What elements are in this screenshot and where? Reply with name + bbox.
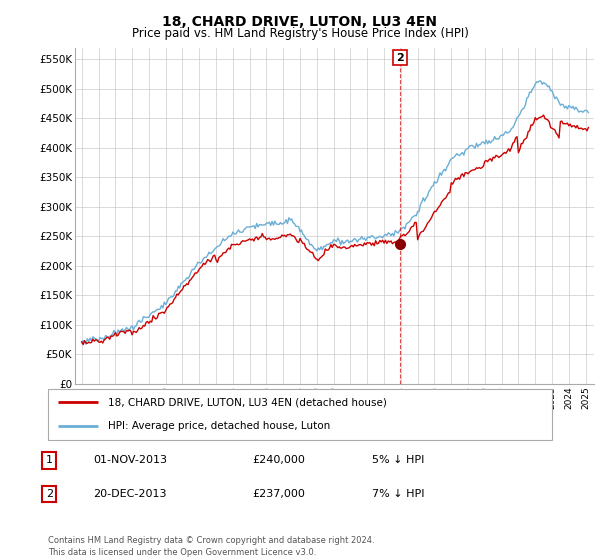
Text: 20-DEC-2013: 20-DEC-2013 xyxy=(93,489,167,499)
Text: £240,000: £240,000 xyxy=(252,455,305,465)
Text: 5% ↓ HPI: 5% ↓ HPI xyxy=(372,455,424,465)
Text: 18, CHARD DRIVE, LUTON, LU3 4EN (detached house): 18, CHARD DRIVE, LUTON, LU3 4EN (detache… xyxy=(109,397,388,407)
Text: Contains HM Land Registry data © Crown copyright and database right 2024.
This d: Contains HM Land Registry data © Crown c… xyxy=(48,536,374,557)
Text: 7% ↓ HPI: 7% ↓ HPI xyxy=(372,489,425,499)
FancyBboxPatch shape xyxy=(48,389,552,440)
Text: 1: 1 xyxy=(46,455,53,465)
Text: 18, CHARD DRIVE, LUTON, LU3 4EN: 18, CHARD DRIVE, LUTON, LU3 4EN xyxy=(163,15,437,29)
Text: Price paid vs. HM Land Registry's House Price Index (HPI): Price paid vs. HM Land Registry's House … xyxy=(131,27,469,40)
Text: 2: 2 xyxy=(396,53,404,63)
Text: HPI: Average price, detached house, Luton: HPI: Average price, detached house, Luto… xyxy=(109,422,331,432)
Text: £237,000: £237,000 xyxy=(252,489,305,499)
Text: 2: 2 xyxy=(46,489,53,499)
Text: 01-NOV-2013: 01-NOV-2013 xyxy=(93,455,167,465)
